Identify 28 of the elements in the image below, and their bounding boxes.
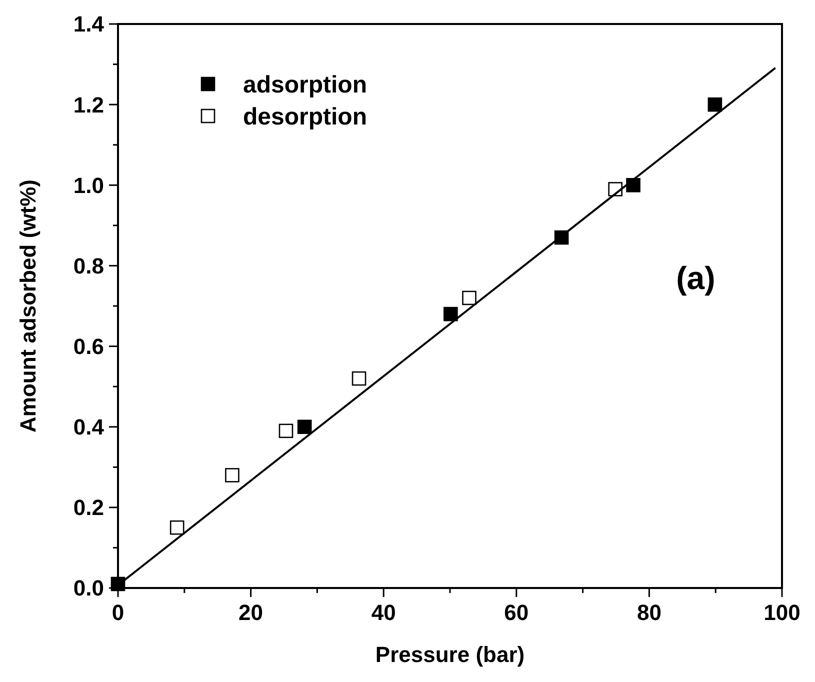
x-tick-label: 20 — [238, 600, 264, 625]
y-tick-label: 0.6 — [73, 334, 104, 359]
x-tick-label: 80 — [636, 600, 662, 625]
y-tick-label: 1.0 — [73, 172, 104, 198]
point — [626, 178, 640, 192]
point — [170, 520, 184, 535]
y-tick-label: 1.4 — [73, 12, 105, 37]
x-axis-title: Pressure (bar) — [375, 642, 525, 667]
y-tick-label: 0.8 — [73, 253, 104, 278]
x-tick-label: 100 — [764, 600, 800, 625]
y-tick-label: 1.2 — [73, 92, 104, 118]
x-tick-label: 60 — [504, 600, 529, 625]
point — [352, 371, 366, 386]
point — [708, 97, 722, 112]
point — [297, 420, 312, 434]
legend-label: adsorption — [243, 71, 367, 98]
y-tick-label: 0.0 — [73, 576, 104, 601]
x-tick-label: 40 — [371, 600, 396, 625]
point — [225, 468, 240, 482]
point — [278, 424, 294, 438]
y-tick-label: 0.4 — [73, 414, 105, 440]
point — [462, 290, 476, 306]
y-tick-label: 0.2 — [73, 495, 104, 520]
point — [444, 306, 458, 322]
x-tick-label: 0 — [112, 600, 124, 625]
annotation: (a) — [676, 260, 716, 296]
legend-label: desorption — [243, 103, 367, 130]
y-axis-title: Amount adsorbed (wt%) — [16, 180, 41, 432]
